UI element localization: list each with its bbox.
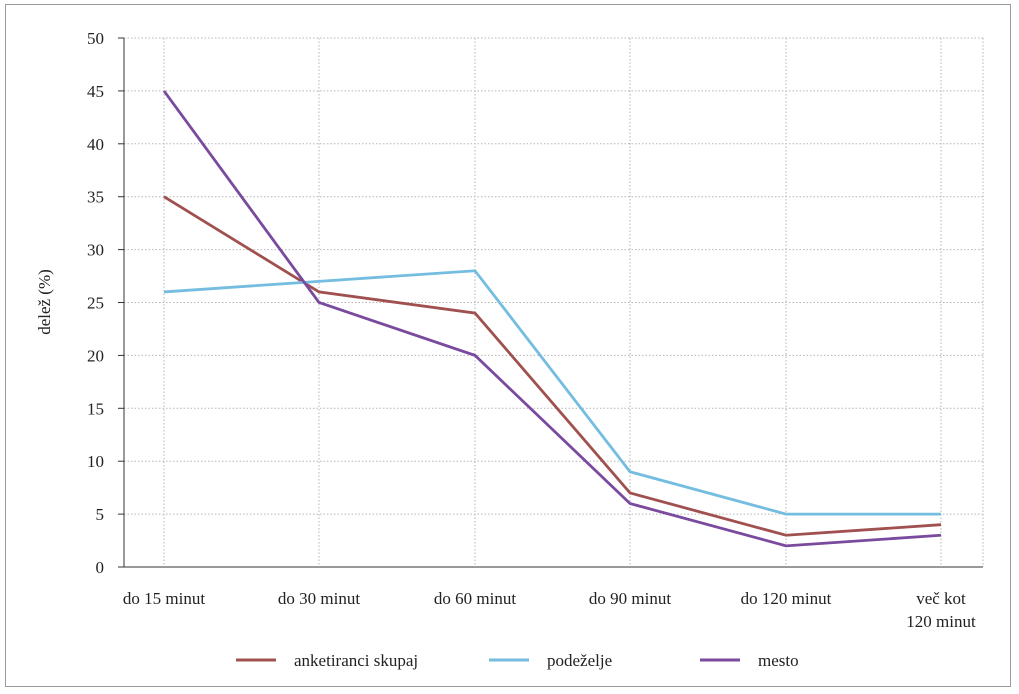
y-tick-label: 40: [87, 135, 104, 154]
series-line: [163, 269, 941, 516]
axes: [118, 37, 983, 568]
x-tick-label: do 15 minut: [123, 589, 205, 608]
legend: anketiranci skupaj podeželje mesto: [236, 651, 799, 670]
x-tick-labels: do 15 minut do 30 minut do 60 minut do 90 m…: [123, 589, 976, 631]
y-tick-label: 25: [87, 294, 104, 313]
x-tick-label: več kot: [916, 589, 966, 608]
y-tick-label: 35: [87, 188, 104, 207]
y-tick-label: 0: [96, 558, 105, 577]
y-tick-label: 20: [87, 346, 104, 365]
y-tick-label: 10: [87, 452, 104, 471]
y-tick-label: 45: [87, 82, 104, 101]
grid-lines: [124, 37, 984, 567]
x-tick-label: do 90 minut: [589, 589, 671, 608]
x-tick-label: do 120 minut: [741, 589, 832, 608]
legend-label: mesto: [758, 651, 799, 670]
legend-label: anketiranci skupaj: [294, 651, 418, 670]
series-lines: [162, 90, 942, 548]
y-tick-label: 30: [87, 241, 104, 260]
y-tick-labels: 0 5 10 15 20 25 30 35 40 45 50: [87, 29, 104, 577]
y-tick-label: 5: [96, 505, 105, 524]
y-tick-label: 50: [87, 29, 104, 48]
chart-frame: [5, 4, 1011, 687]
legend-item: podeželje: [489, 651, 612, 670]
series-line: [163, 195, 942, 537]
legend-item: mesto: [700, 651, 799, 670]
y-tick-label: 15: [87, 399, 104, 418]
x-tick-label: do 30 minut: [278, 589, 360, 608]
legend-label: podeželje: [547, 651, 612, 670]
series-line: [162, 90, 942, 548]
x-tick-label: 120 minut: [906, 612, 976, 631]
y-axis-label: delež (%): [35, 269, 54, 335]
x-tick-label: do 60 minut: [434, 589, 516, 608]
legend-item: anketiranci skupaj: [236, 651, 418, 670]
